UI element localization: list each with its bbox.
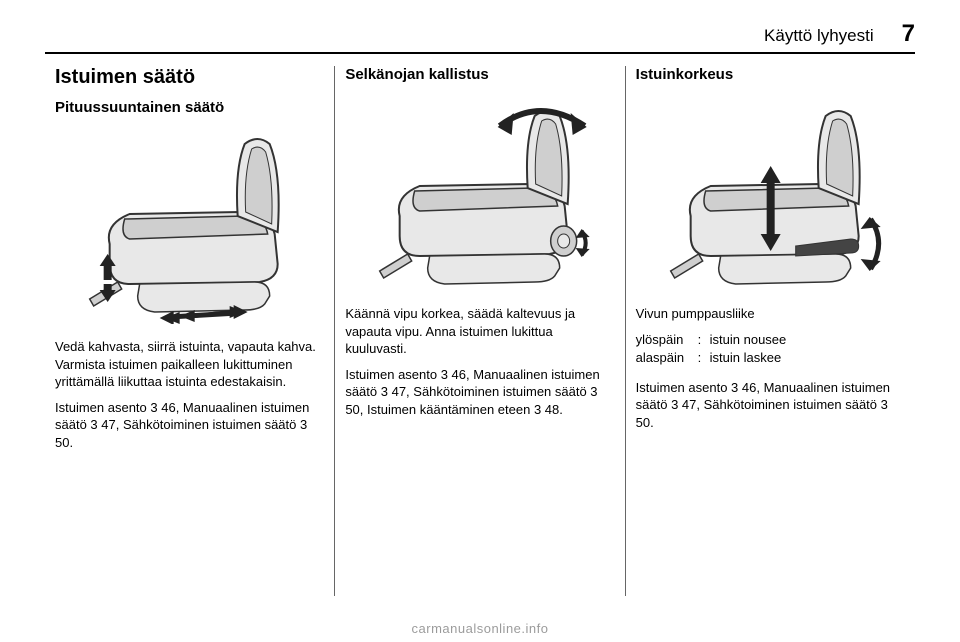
paragraph: Vedä kahvasta, siirrä istuinta, vapauta …: [55, 338, 324, 391]
paragraph: Vivun pumppausliike: [636, 305, 905, 323]
reference-text: Istuimen asento 3 46, Manuaalinen istuim…: [55, 399, 324, 452]
sub-heading: Pituussuuntainen säätö: [55, 99, 324, 116]
definition-colon: :: [698, 349, 710, 367]
paragraph: Käännä vipu korkea, säädä kaltevuus ja v…: [345, 305, 614, 358]
reference-text: Istuimen asento 3 46, Manuaalinen istuim…: [636, 379, 905, 432]
column-3: Istuinkorkeus: [625, 66, 915, 596]
page-header: Käyttö lyhyesti 7: [45, 20, 915, 54]
page-number: 7: [902, 20, 915, 48]
section-title: Käyttö lyhyesti: [764, 26, 874, 46]
definition-colon: :: [698, 331, 710, 349]
column-1: Istuimen säätö Pituussuuntainen säätö: [45, 66, 334, 596]
definition-value: istuin nousee: [710, 331, 905, 349]
definition-value: istuin laskee: [710, 349, 905, 367]
definition-table: ylöspäin : istuin nousee alaspäin : istu…: [636, 331, 905, 367]
definition-row: alaspäin : istuin laskee: [636, 349, 905, 367]
seat-height-figure: [636, 91, 905, 291]
definition-row: ylöspäin : istuin nousee: [636, 331, 905, 349]
seat-recline-figure: [345, 91, 614, 291]
seat-longitudinal-figure: [55, 124, 324, 324]
watermark: carmanualsonline.info: [412, 621, 549, 636]
definition-label: ylöspäin: [636, 331, 698, 349]
reference-text: Istuimen asento 3 46, Manuaalinen istuim…: [345, 366, 614, 419]
sub-heading: Selkänojan kallistus: [345, 66, 614, 83]
main-heading: Istuimen säätö: [55, 66, 324, 89]
definition-label: alaspäin: [636, 349, 698, 367]
column-2: Selkänojan kallistus: [334, 66, 624, 596]
sub-heading: Istuinkorkeus: [636, 66, 905, 83]
content-columns: Istuimen säätö Pituussuuntainen säätö: [45, 66, 915, 596]
